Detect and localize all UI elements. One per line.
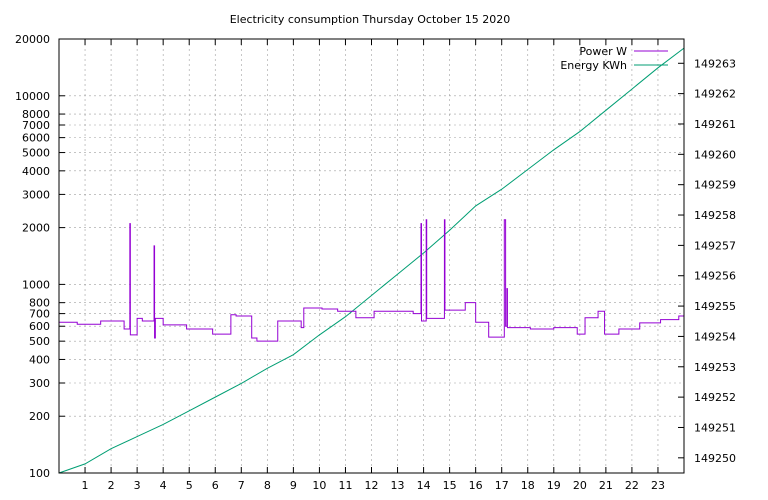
x-tick-label: 14 (417, 479, 431, 492)
x-tick-label: 18 (521, 479, 535, 492)
y-right-tick-label: 149250 (694, 452, 736, 465)
legend: Power W Energy KWh (560, 45, 668, 72)
y-left-tick-label: 500 (29, 335, 50, 348)
y-left-tick-label: 7000 (22, 119, 50, 132)
x-tick-label: 5 (186, 479, 193, 492)
y-left-tick-label: 3000 (22, 188, 50, 201)
y-left-tick-label: 1000 (22, 278, 50, 291)
y-left-tick-label: 6000 (22, 132, 50, 145)
x-tick-label: 1 (82, 479, 89, 492)
x-tick-label: 10 (312, 479, 326, 492)
y-left-tick-label: 300 (29, 377, 50, 390)
y-left-tick-label: 10000 (15, 90, 50, 103)
y-right-tick-label: 149259 (694, 179, 736, 192)
y-left-tick-label: 800 (29, 297, 50, 310)
x-tick-label: 19 (547, 479, 561, 492)
legend-label-energy: Energy KWh (560, 59, 627, 72)
y-left-tick-label: 700 (29, 308, 50, 321)
chart-title: Electricity consumption Thursday October… (230, 13, 511, 26)
x-tick-label: 6 (212, 479, 219, 492)
x-tick-label: 2 (108, 479, 115, 492)
x-axis: 1 2 3 4 5 6 7 8 9 10 11 12 13 14 15 16 17 18 19 20 21 22 23 (82, 39, 665, 492)
y-axis-right: 149250 149251 149252 149253 149254 149255 1492… (678, 57, 736, 465)
y-left-tick-label: 8000 (22, 108, 50, 121)
y-right-tick-label: 149258 (694, 209, 736, 222)
y-right-tick-label: 149251 (694, 421, 736, 434)
x-tick-label: 23 (651, 479, 665, 492)
x-tick-label: 16 (469, 479, 483, 492)
y-right-tick-label: 149256 (694, 270, 736, 283)
y-left-tick-label: 2000 (22, 222, 50, 235)
y-right-tick-label: 149261 (694, 118, 736, 131)
x-tick-label: 4 (160, 479, 167, 492)
y-left-tick-label: 5000 (22, 147, 50, 160)
y-left-tick-label: 20000 (15, 33, 50, 46)
y-right-tick-label: 149263 (694, 57, 736, 70)
series-energy-line (58, 47, 685, 474)
x-tick-label: 7 (238, 479, 245, 492)
y-left-tick-label: 4000 (22, 165, 50, 178)
legend-label-power: Power W (579, 45, 627, 58)
x-tick-label: 13 (391, 479, 405, 492)
y-left-tick-label: 400 (29, 353, 50, 366)
x-tick-label: 9 (290, 479, 297, 492)
x-tick-label: 17 (495, 479, 509, 492)
x-tick-label: 12 (365, 479, 379, 492)
y-right-tick-label: 149252 (694, 391, 736, 404)
y-left-tick-label: 600 (29, 320, 50, 333)
y-right-tick-label: 149255 (694, 300, 736, 313)
series-power-line (59, 219, 684, 342)
grid (59, 39, 684, 473)
x-tick-label: 22 (625, 479, 639, 492)
y-right-tick-label: 149262 (694, 88, 736, 101)
y-left-tick-label: 100 (29, 467, 50, 480)
y-right-tick-label: 149260 (694, 148, 736, 161)
x-tick-label: 8 (264, 479, 271, 492)
plot-frame (58, 38, 685, 474)
y-right-tick-label: 149254 (694, 330, 736, 343)
x-tick-label: 11 (338, 479, 352, 492)
y-left-tick-label: 200 (29, 410, 50, 423)
x-tick-label: 3 (134, 479, 141, 492)
y-right-tick-label: 149257 (694, 239, 736, 252)
x-tick-label: 20 (573, 479, 587, 492)
x-tick-label: 15 (443, 479, 457, 492)
y-right-tick-label: 149253 (694, 361, 736, 374)
x-tick-label: 21 (599, 479, 613, 492)
